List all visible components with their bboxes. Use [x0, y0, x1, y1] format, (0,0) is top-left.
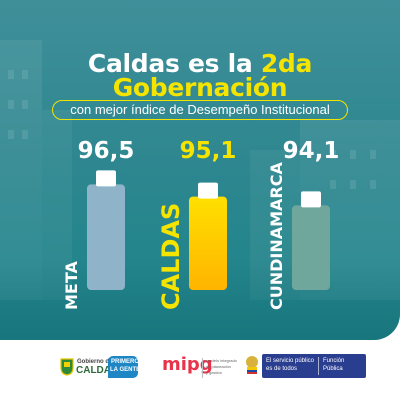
subtitle-pill: con mejor índice de Desempeño Institucio…: [52, 100, 348, 120]
servicio-line1: El servicio público: [266, 358, 315, 364]
window: [22, 100, 28, 109]
page-title-line-1: Caldas es la 2da: [0, 50, 400, 78]
bar-cap-cundinamarca: [301, 191, 321, 208]
primero-line2: LA GENTE: [110, 367, 141, 373]
mipg-caption-3: y gestión: [206, 370, 223, 375]
value-label-cundinamarca: 94,1: [283, 138, 340, 164]
window: [22, 130, 28, 139]
window: [330, 150, 336, 159]
colombia-crest-icon: [246, 356, 258, 374]
category-label-caldas: CALDAS: [157, 203, 185, 310]
title-highlight: 2da: [260, 49, 313, 78]
window: [350, 150, 356, 159]
window: [370, 150, 376, 159]
funcion-publica-banner: [262, 354, 366, 378]
category-label-cundinamarca: CUNDINAMARCA: [267, 162, 286, 311]
mipg-caption-1: modelo integrado: [206, 358, 237, 363]
window: [8, 70, 14, 79]
servicio-line2: es de todos: [266, 366, 298, 372]
mipg-logo: mipg: [162, 354, 213, 375]
funcion-line1: Función: [323, 358, 345, 364]
building-left: [0, 40, 42, 300]
window: [8, 100, 14, 109]
primero-line1: PRIMERO: [111, 359, 140, 365]
mipg-caption-2: de planeación: [206, 364, 231, 369]
page-title-line-2: Gobernación: [112, 73, 288, 102]
logo-gobierno-line2: CALDAS: [76, 365, 118, 376]
value-label-meta: 96,5: [78, 138, 135, 164]
value-label-caldas: 95,1: [180, 138, 237, 164]
bar-cap-caldas: [198, 182, 218, 199]
poster-background: [0, 0, 400, 340]
funcion-line2: Pública: [323, 366, 343, 372]
category-label-meta: META: [62, 260, 81, 310]
window: [350, 180, 356, 189]
title-prefix: Caldas es la: [87, 49, 261, 78]
mipg-divider: [202, 358, 203, 378]
window: [330, 180, 336, 189]
banner-divider: [318, 357, 319, 375]
caldas-shield-icon: [60, 358, 74, 376]
window: [8, 130, 14, 139]
window: [370, 180, 376, 189]
bar-cundinamarca: [292, 205, 330, 290]
bar-meta: [87, 184, 125, 290]
footer-logos: Gobierno de CALDAS PRIMERO LA GENTE mipg…: [0, 340, 400, 400]
bar-cap-meta: [96, 170, 116, 187]
bar-caldas: [189, 196, 227, 290]
primero-la-gente-badge: [108, 356, 138, 378]
window: [22, 70, 28, 79]
logo-gobierno-line1: Gobierno de: [77, 359, 113, 365]
